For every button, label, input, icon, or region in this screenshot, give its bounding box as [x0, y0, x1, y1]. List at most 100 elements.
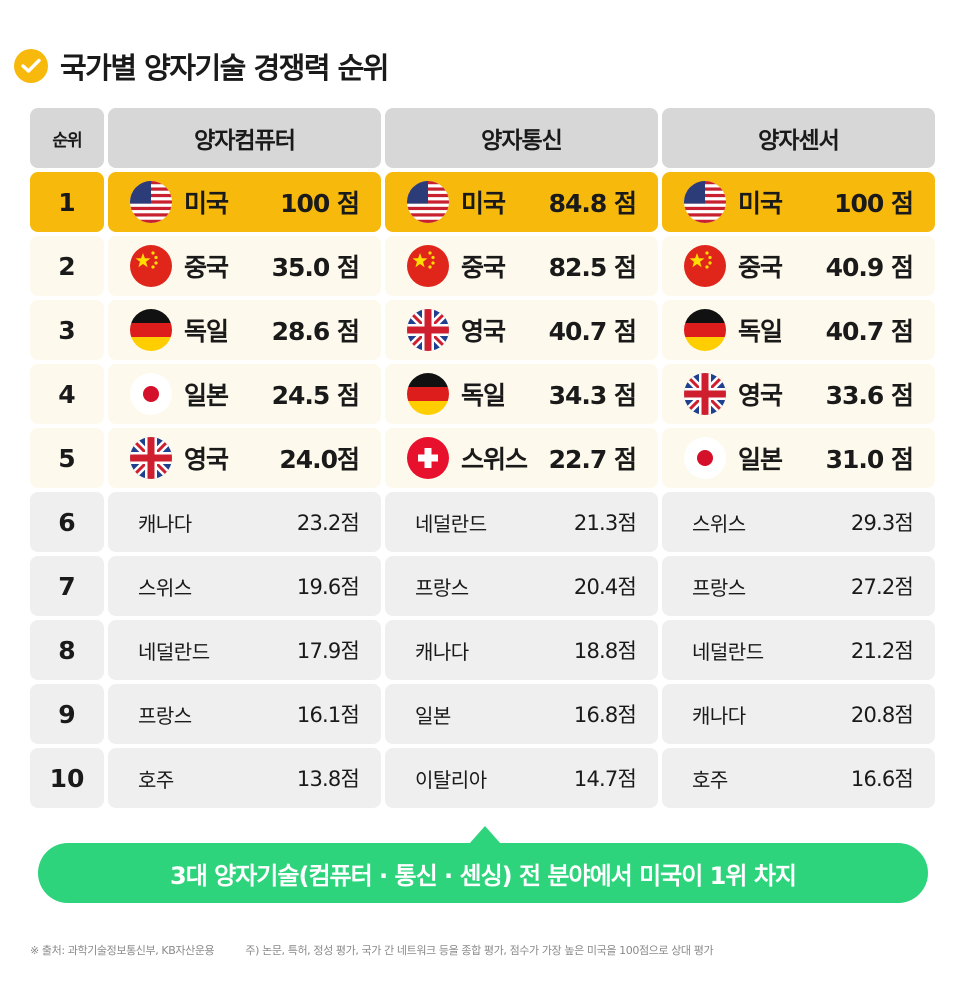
score-value: 34.3 점 — [548, 381, 637, 410]
ranking-table: 순위 양자컴퓨터 양자통신 양자센서 1 미국 100 점 미국 84.8 점 미국 100… — [30, 108, 936, 812]
country-name: 캐나다 — [138, 511, 192, 536]
score-value: 84.8 점 — [548, 189, 637, 218]
score-value: 100 점 — [834, 189, 914, 218]
table-row: 5 영국 24.0점 스위스 22.7 점 일본 31.0 점 — [30, 428, 936, 488]
column-header-quantum-computer: 양자컴퓨터 — [108, 108, 381, 168]
country-name: 미국 — [738, 189, 783, 218]
us-flag-icon — [684, 181, 726, 223]
rank-cell: 10 — [30, 748, 104, 808]
check-icon — [14, 49, 48, 83]
rank-cell: 8 — [30, 620, 104, 680]
country-name: 이탈리아 — [415, 767, 487, 792]
score-value: 24.0점 — [279, 445, 360, 474]
score-cell-quantum-communication: 일본 16.8점 — [385, 684, 658, 744]
score-cell-quantum-sensor: 호주 16.6점 — [662, 748, 935, 808]
score-value: 20.4점 — [573, 575, 637, 599]
table-header: 순위 양자컴퓨터 양자통신 양자센서 — [30, 108, 936, 168]
country-name: 영국 — [184, 445, 229, 474]
japan-flag-icon — [130, 373, 172, 415]
country-name: 일본 — [415, 703, 451, 728]
country-name: 스위스 — [138, 575, 192, 600]
table-row: 3 독일 28.6 점 영국 40.7 점 독일 40.7 점 — [30, 300, 936, 360]
country-name: 네덜란드 — [138, 639, 210, 664]
country-name: 중국 — [738, 253, 783, 282]
score-value: 82.5 점 — [548, 253, 637, 282]
score-cell-quantum-sensor: 독일 40.7 점 — [662, 300, 935, 360]
score-cell-quantum-sensor: 스위스 29.3점 — [662, 492, 935, 552]
country-name: 미국 — [184, 189, 229, 218]
country-name: 스위스 — [461, 445, 528, 474]
score-cell-quantum-communication: 프랑스 20.4점 — [385, 556, 658, 616]
country-name: 호주 — [692, 767, 728, 792]
japan-flag-icon — [684, 437, 726, 479]
score-value: 23.2점 — [296, 511, 360, 535]
score-cell-quantum-sensor: 프랑스 27.2점 — [662, 556, 935, 616]
score-cell-quantum-computer: 호주 13.8점 — [108, 748, 381, 808]
column-header-rank: 순위 — [30, 108, 104, 168]
country-name: 캐나다 — [415, 639, 469, 664]
summary-banner: 3대 양자기술(컴퓨터 · 통신 · 센싱) 전 분야에서 미국이 1위 차지 — [38, 843, 928, 903]
country-name: 스위스 — [692, 511, 746, 536]
country-name: 중국 — [184, 253, 229, 282]
score-cell-quantum-computer: 네덜란드 17.9점 — [108, 620, 381, 680]
score-value: 19.6점 — [296, 575, 360, 599]
table-row: 7 스위스 19.6점 프랑스 20.4점 프랑스 27.2점 — [30, 556, 936, 616]
score-value: 18.8점 — [573, 639, 637, 663]
score-value: 33.6 점 — [825, 381, 914, 410]
score-cell-quantum-computer: 캐나다 23.2점 — [108, 492, 381, 552]
germany-flag-icon — [130, 309, 172, 351]
score-cell-quantum-sensor: 미국 100 점 — [662, 172, 935, 232]
country-name: 네덜란드 — [415, 511, 487, 536]
method-note: 주) 논문, 특허, 정성 평가, 국가 간 네트워크 등을 종합 평가, 점수… — [245, 944, 714, 957]
table-row: 2 중국 35.0 점 중국 82.5 점 중국 40.9 점 — [30, 236, 936, 296]
score-value: 20.8점 — [850, 703, 914, 727]
source-note: ※ 출처: 과학기술정보통신부, KB자산운용 — [30, 944, 215, 957]
banner-pointer — [469, 826, 501, 844]
country-name: 독일 — [184, 317, 229, 346]
us-flag-icon — [130, 181, 172, 223]
score-value: 16.6점 — [850, 767, 914, 791]
switzerland-flag-icon — [407, 437, 449, 479]
uk-flag-icon — [684, 373, 726, 415]
table-row: 4 일본 24.5 점 독일 34.3 점 영국 33.6 점 — [30, 364, 936, 424]
score-cell-quantum-communication: 영국 40.7 점 — [385, 300, 658, 360]
score-cell-quantum-communication: 캐나다 18.8점 — [385, 620, 658, 680]
score-value: 29.3점 — [850, 511, 914, 535]
score-value: 28.6 점 — [271, 317, 360, 346]
score-cell-quantum-communication: 네덜란드 21.3점 — [385, 492, 658, 552]
country-name: 프랑스 — [692, 575, 746, 600]
uk-flag-icon — [130, 437, 172, 479]
country-name: 영국 — [461, 317, 506, 346]
table-row: 9 프랑스 16.1점 일본 16.8점 캐나다 20.8점 — [30, 684, 936, 744]
score-value: 100 점 — [280, 189, 360, 218]
country-name: 중국 — [461, 253, 506, 282]
score-value: 21.3점 — [573, 511, 637, 535]
country-name: 독일 — [738, 317, 783, 346]
score-cell-quantum-computer: 스위스 19.6점 — [108, 556, 381, 616]
score-cell-quantum-communication: 스위스 22.7 점 — [385, 428, 658, 488]
column-header-quantum-sensor: 양자센서 — [662, 108, 935, 168]
score-value: 16.8점 — [573, 703, 637, 727]
rank-cell: 5 — [30, 428, 104, 488]
country-name: 미국 — [461, 189, 506, 218]
score-cell-quantum-sensor: 일본 31.0 점 — [662, 428, 935, 488]
score-value: 21.2점 — [850, 639, 914, 663]
score-cell-quantum-sensor: 영국 33.6 점 — [662, 364, 935, 424]
page-title: 국가별 양자기술 경쟁력 순위 — [60, 51, 389, 85]
rank-cell: 6 — [30, 492, 104, 552]
country-name: 프랑스 — [138, 703, 192, 728]
score-cell-quantum-computer: 미국 100 점 — [108, 172, 381, 232]
score-cell-quantum-sensor: 캐나다 20.8점 — [662, 684, 935, 744]
country-name: 호주 — [138, 767, 174, 792]
column-header-quantum-communication: 양자통신 — [385, 108, 658, 168]
footnotes: ※ 출처: 과학기술정보통신부, KB자산운용 주) 논문, 특허, 정성 평가… — [30, 942, 714, 958]
score-cell-quantum-communication: 이탈리아 14.7점 — [385, 748, 658, 808]
country-name: 일본 — [738, 445, 783, 474]
score-value: 40.7 점 — [548, 317, 637, 346]
country-name: 일본 — [184, 381, 229, 410]
rank-cell: 4 — [30, 364, 104, 424]
score-cell-quantum-computer: 일본 24.5 점 — [108, 364, 381, 424]
country-name: 네덜란드 — [692, 639, 764, 664]
score-value: 40.9 점 — [825, 253, 914, 282]
country-name: 독일 — [461, 381, 506, 410]
